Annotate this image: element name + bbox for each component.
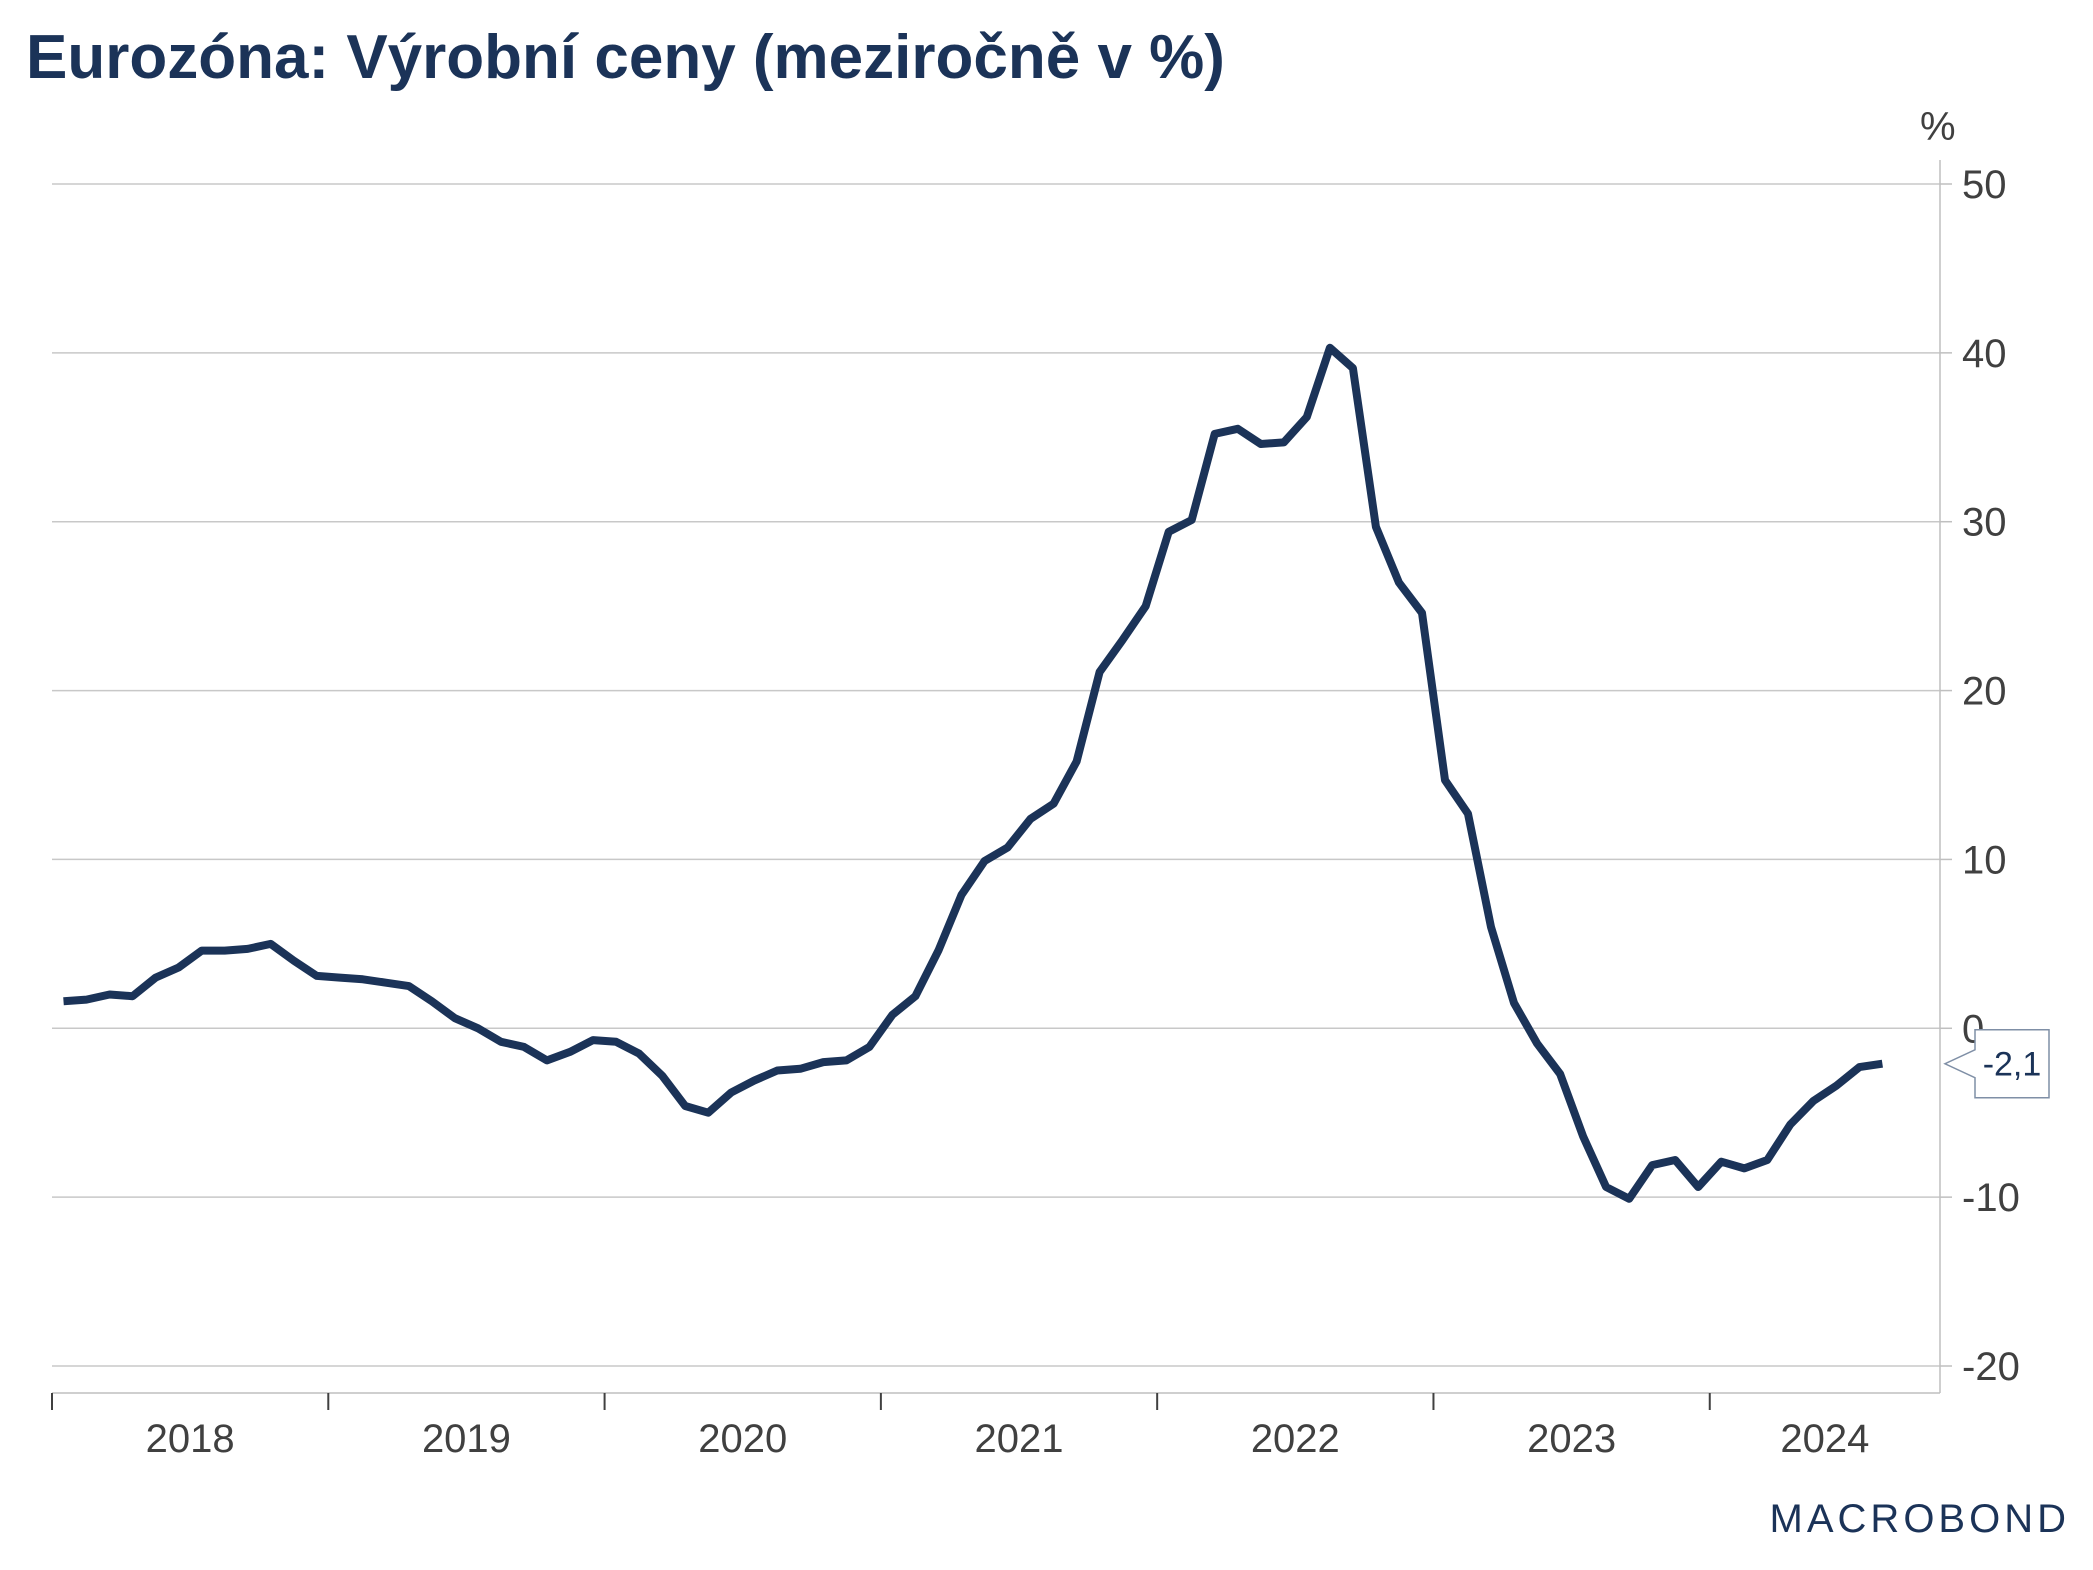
x-tick-label: 2022 — [1251, 1417, 1340, 1461]
y-tick-label: 20 — [1962, 670, 2007, 714]
x-tick-label: 2019 — [422, 1417, 511, 1461]
y-tick-label: 10 — [1962, 838, 2007, 882]
x-tick-label: 2023 — [1527, 1417, 1616, 1461]
x-tick-label: 2024 — [1780, 1417, 1869, 1461]
watermark-text: MACROBOND — [1770, 1497, 2070, 1541]
x-tick-label: 2018 — [146, 1417, 235, 1461]
end-label-box — [1943, 1029, 2050, 1099]
x-tick-labels: 2018 2019 2020 2021 2022 2023 2024 — [51, 1393, 1869, 1461]
y-tick-label: 50 — [1962, 163, 2007, 207]
x-tick-label: 2021 — [975, 1417, 1064, 1461]
y-tick-label: -10 — [1962, 1176, 2020, 1220]
x-tick-label: 2020 — [698, 1417, 787, 1461]
y-tick-label: 30 — [1962, 501, 2007, 545]
y-unit-label: % — [1920, 105, 1956, 149]
series-group — [63, 343, 1883, 1203]
axes — [52, 160, 1941, 1394]
end-label-text: -2,1 — [1983, 1046, 2042, 1084]
y-tick-label: 40 — [1962, 332, 2007, 376]
end-value-callout: -2,1 — [1943, 1029, 2050, 1099]
grid-lines — [52, 183, 1952, 1367]
chart-title: Eurozóna: Výrobní ceny (meziročně v %) — [26, 23, 1225, 92]
y-tick-label: -20 — [1962, 1345, 2020, 1389]
series-line — [63, 343, 1883, 1203]
